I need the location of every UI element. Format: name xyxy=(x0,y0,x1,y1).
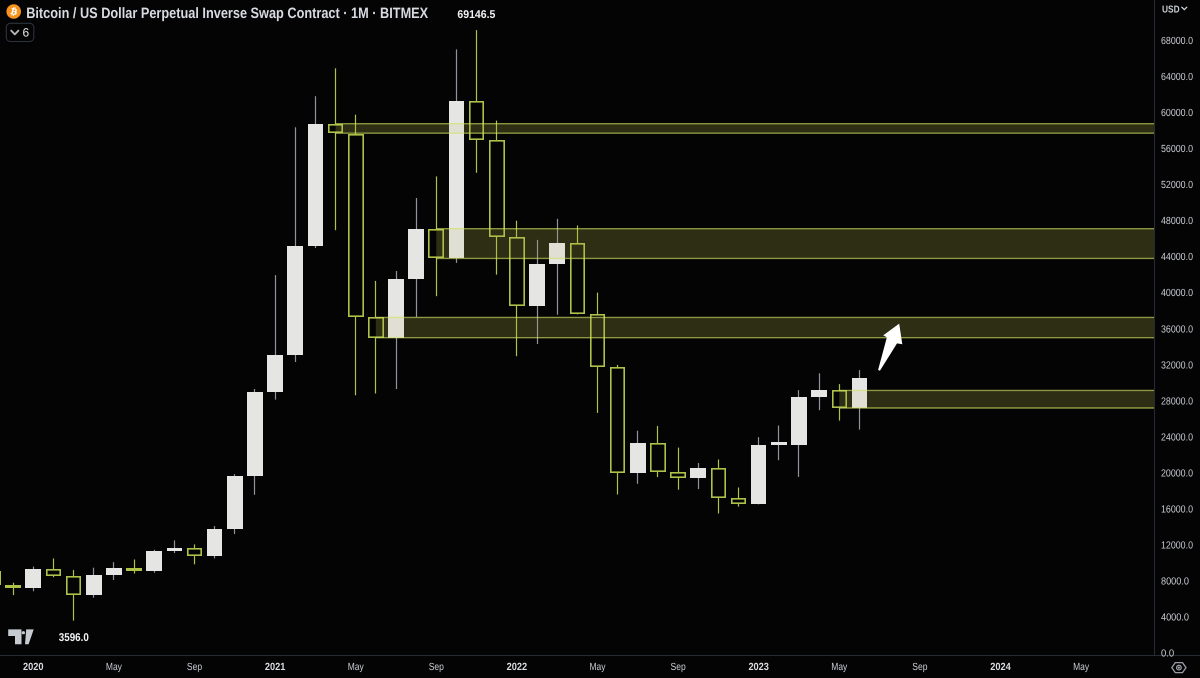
svg-text:May: May xyxy=(1073,662,1090,673)
svg-text:Sep: Sep xyxy=(187,662,202,673)
svg-text:2021: 2021 xyxy=(265,662,286,673)
svg-text:64000.0: 64000.0 xyxy=(1161,72,1193,83)
svg-text:May: May xyxy=(106,662,123,673)
svg-text:Sep: Sep xyxy=(671,662,686,673)
svg-text:8000.0: 8000.0 xyxy=(1161,577,1189,588)
svg-text:12000.0: 12000.0 xyxy=(1161,541,1193,552)
svg-text:Sep: Sep xyxy=(429,662,444,673)
svg-text:28000.0: 28000.0 xyxy=(1161,396,1193,407)
svg-text:4000.0: 4000.0 xyxy=(1161,613,1189,624)
svg-text:52000.0: 52000.0 xyxy=(1161,180,1193,191)
svg-text:3596.0: 3596.0 xyxy=(59,632,89,644)
svg-text:May: May xyxy=(831,662,848,673)
svg-text:May: May xyxy=(590,662,607,673)
svg-text:56000.0: 56000.0 xyxy=(1161,144,1193,155)
svg-text:May: May xyxy=(348,662,365,673)
svg-text:69146.5: 69146.5 xyxy=(457,9,495,21)
svg-text:36000.0: 36000.0 xyxy=(1161,324,1193,335)
svg-text:6: 6 xyxy=(23,26,30,40)
svg-text:32000.0: 32000.0 xyxy=(1161,360,1193,371)
svg-text:16000.0: 16000.0 xyxy=(1161,505,1193,516)
svg-text:2022: 2022 xyxy=(507,662,528,673)
svg-text:2023: 2023 xyxy=(748,662,769,673)
svg-text:24000.0: 24000.0 xyxy=(1161,432,1193,443)
svg-text:20000.0: 20000.0 xyxy=(1161,468,1193,479)
svg-text:68000.0: 68000.0 xyxy=(1161,36,1193,47)
svg-text:40000.0: 40000.0 xyxy=(1161,288,1193,299)
svg-text:2024: 2024 xyxy=(990,662,1011,673)
svg-text:Sep: Sep xyxy=(912,662,927,673)
svg-text:USD: USD xyxy=(1162,5,1180,16)
svg-text:48000.0: 48000.0 xyxy=(1161,216,1193,227)
svg-text:44000.0: 44000.0 xyxy=(1161,252,1193,263)
svg-text:60000.0: 60000.0 xyxy=(1161,108,1193,119)
svg-text:0.0: 0.0 xyxy=(1161,649,1174,660)
svg-text:2020: 2020 xyxy=(23,662,44,673)
svg-text:Bitcoin / US Dollar Perpetual: Bitcoin / US Dollar Perpetual Inverse Sw… xyxy=(26,5,428,22)
